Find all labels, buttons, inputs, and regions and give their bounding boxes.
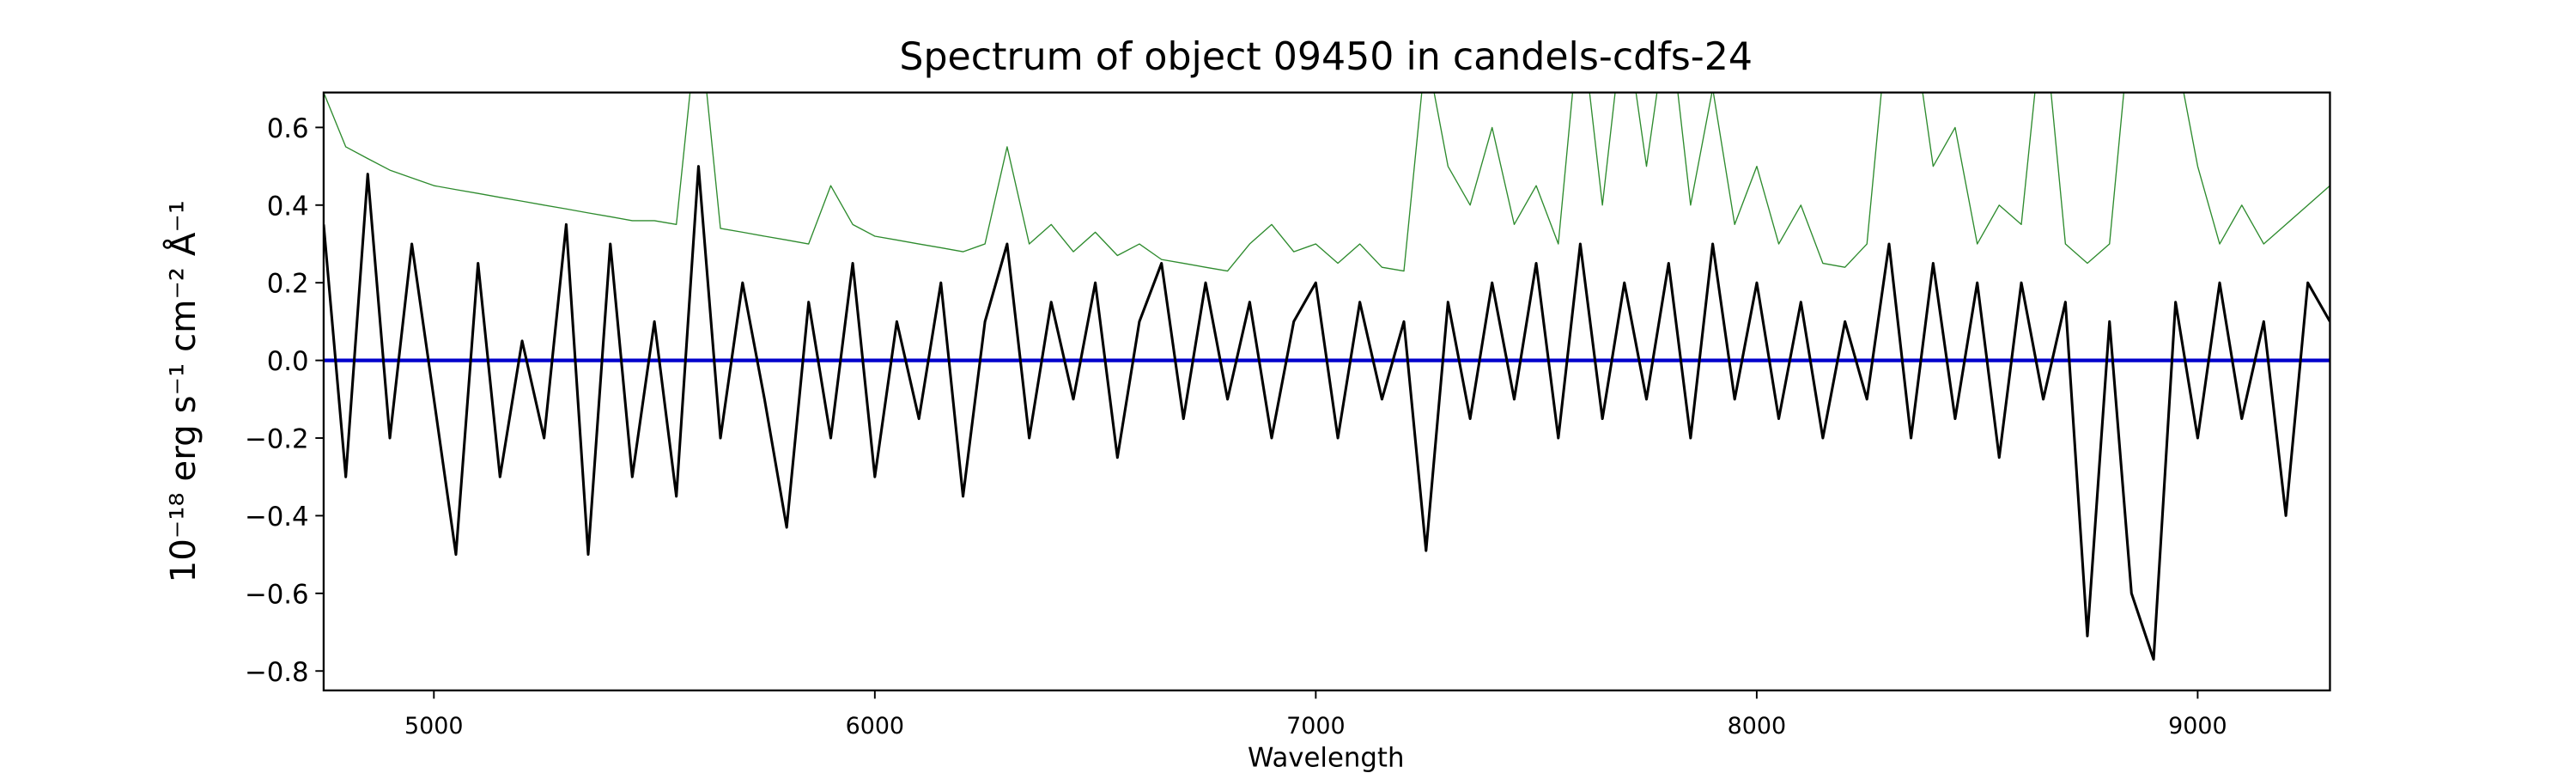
x-tick-label: 7000	[1286, 713, 1345, 740]
y-axis-label: 10⁻¹⁸ erg s⁻¹ cm⁻² Å⁻¹	[162, 200, 204, 582]
spectrum-line	[323, 92, 2330, 272]
y-tick-label: 0.0	[267, 346, 309, 377]
x-tick-label: 5000	[404, 713, 463, 740]
x-tick-label: 6000	[846, 713, 904, 740]
spectrum-line	[323, 165, 2330, 661]
x-tick-label: 9000	[2168, 713, 2227, 740]
x-axis-label: Wavelength	[1248, 742, 1404, 773]
chart-title: Spectrum of object 09450 in candels-cdfs…	[899, 35, 1753, 79]
y-tick-label: −0.2	[245, 424, 309, 455]
x-tick-label: 8000	[1728, 713, 1786, 740]
plot-frame	[322, 91, 2331, 691]
y-tick-label: −0.8	[245, 657, 309, 688]
y-tick-label: 0.2	[267, 269, 309, 300]
y-tick-label: 0.4	[267, 191, 309, 222]
y-tick-label: −0.4	[245, 502, 309, 533]
plot-area	[323, 92, 2330, 661]
y-tick-label: −0.6	[245, 579, 309, 610]
y-tick-label: 0.6	[267, 113, 309, 144]
